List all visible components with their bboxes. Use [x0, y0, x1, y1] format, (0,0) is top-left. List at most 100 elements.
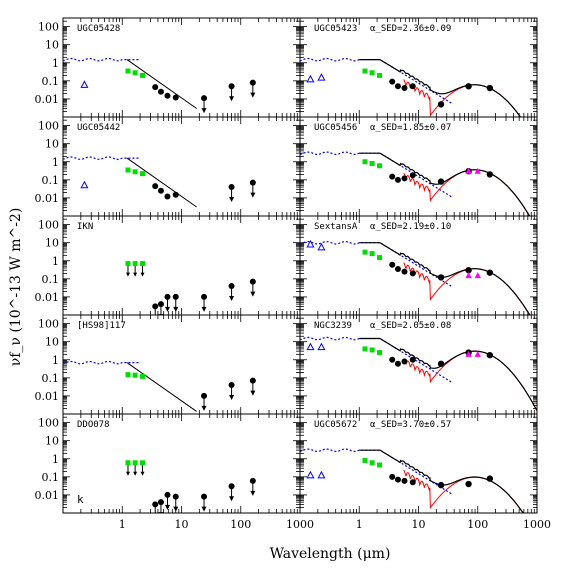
x-tick-labels: 1 10 100 1000 1 10 100 1000	[119, 518, 551, 531]
nir-point	[377, 255, 383, 261]
upper-limit-arrow	[229, 197, 235, 203]
upper-limit-arrow	[153, 514, 158, 519]
upper-limit-arrow	[201, 306, 207, 312]
panel-DDO078: 0.01 0.1 1 10 100 DDO078 k	[35, 413, 301, 519]
panel-label: NGC3239	[314, 321, 352, 331]
x-tick-label: 1	[356, 518, 363, 531]
y-tick-label: 10	[45, 39, 59, 52]
panel-corner-label: k	[77, 493, 84, 506]
uv-point	[317, 73, 326, 81]
x-tick-label: 100	[467, 518, 488, 531]
upper-limit-arrow	[164, 504, 170, 510]
mips-detection-point	[486, 84, 494, 92]
nir-point	[369, 460, 375, 466]
y-tick-label: 0.01	[35, 390, 60, 403]
nir-point	[140, 72, 146, 78]
panel-label: UGC05456	[314, 123, 357, 133]
uv-point	[317, 342, 326, 351]
mips-sed-point	[474, 167, 481, 174]
y-tick-label: 0.01	[35, 93, 60, 106]
mips-detection-point	[465, 480, 472, 488]
panel-plot-area	[300, 151, 531, 216]
x-tick-label: 100	[230, 518, 251, 531]
panel-alpha-label: α_SED=2.36±0.09	[370, 24, 451, 34]
y-tick-label: 10	[45, 237, 59, 250]
x-tick-label: 10	[175, 518, 189, 531]
mips-detection-point	[486, 351, 494, 359]
nir-point	[369, 251, 375, 257]
y-tick-label: 10	[45, 336, 59, 349]
panel-plot-area	[63, 360, 256, 412]
nir-point	[125, 261, 131, 267]
y-tick-label: 1	[52, 156, 59, 169]
nir-point	[132, 460, 138, 466]
irac-point	[401, 268, 408, 275]
irac-point	[157, 88, 164, 95]
panel-plot-area	[63, 57, 256, 114]
panel-alpha-label: α_SED=2.19±0.10	[370, 222, 451, 232]
mips-detection-point	[437, 101, 445, 108]
y-tick-label: 0.01	[35, 192, 60, 205]
dust-model-curve	[403, 169, 531, 216]
panel-plot-area	[300, 57, 522, 117]
panel-plot-area	[63, 156, 256, 208]
panel-label: UGC05672	[314, 420, 357, 430]
y-axis-label: νf_ν (10^-13 W m^-2)	[8, 208, 24, 367]
irac-point	[157, 187, 164, 194]
mips-detection-point	[486, 475, 494, 482]
irac-point	[164, 92, 171, 99]
upper-limit-arrow	[229, 395, 235, 401]
mips-sed-point	[474, 350, 481, 357]
uv-point	[317, 470, 326, 479]
mips-detection-point	[465, 267, 472, 274]
mips-detection-point	[486, 269, 494, 276]
panel-label: UGC05423	[314, 24, 357, 34]
upper-limit-arrow	[173, 306, 179, 312]
irac-point	[389, 473, 396, 480]
nir-point	[132, 261, 138, 267]
nir-point	[362, 68, 368, 74]
mips-sed-point	[465, 167, 472, 174]
upper-limit-arrow	[250, 490, 256, 496]
upper-limit-arrow	[229, 96, 235, 102]
y-tick-label: 1	[52, 255, 59, 268]
y-tick-label: 100	[38, 318, 59, 331]
panel-plot-area	[125, 261, 256, 315]
panel-alpha-label: α_SED=2.05±0.08	[370, 321, 451, 331]
y-tick-label: 0.01	[35, 489, 60, 502]
photosphere-line	[126, 157, 197, 208]
x-tick-label: 1	[119, 518, 126, 531]
mips-detection-point	[437, 481, 445, 489]
irac-point	[389, 78, 396, 85]
nir-limit-arrow	[140, 272, 145, 277]
uv-point	[306, 470, 315, 479]
upper-limit-arrow	[229, 496, 235, 502]
irac-point	[394, 476, 401, 483]
panel-label: UGC05428	[77, 24, 120, 34]
y-tick-label: 100	[38, 21, 59, 34]
panel-grid: 0.01 0.1 1 10 100 UGC05428 UGC05423 α_SED=2.36±…	[35, 17, 538, 519]
panel-alpha-label: α_SED=1.85±0.07	[370, 123, 451, 133]
mips-detection-point	[437, 274, 445, 281]
mips-detection-point	[437, 178, 445, 185]
photosphere-line	[126, 59, 197, 109]
uv-point	[317, 242, 326, 251]
mips-sed-point	[465, 350, 472, 357]
uv-point	[306, 239, 315, 248]
panel-label: DDO078	[77, 420, 110, 430]
nir-point	[377, 350, 383, 356]
upper-limit-arrow	[164, 306, 170, 312]
y-tick-label: 0.1	[42, 273, 60, 286]
nir-limit-arrow	[125, 272, 130, 277]
y-tick-label: 10	[45, 435, 59, 448]
panel-label: SextansA	[314, 222, 358, 232]
y-tick-label: 0.1	[42, 174, 60, 187]
irac-point	[172, 191, 179, 198]
stellar-model-curve	[63, 156, 139, 161]
sed-model-curve	[359, 59, 522, 117]
irac-point	[409, 479, 416, 486]
uv-point	[80, 180, 89, 189]
irac-point	[401, 358, 408, 365]
panel-label: [HS98]117	[77, 321, 126, 331]
